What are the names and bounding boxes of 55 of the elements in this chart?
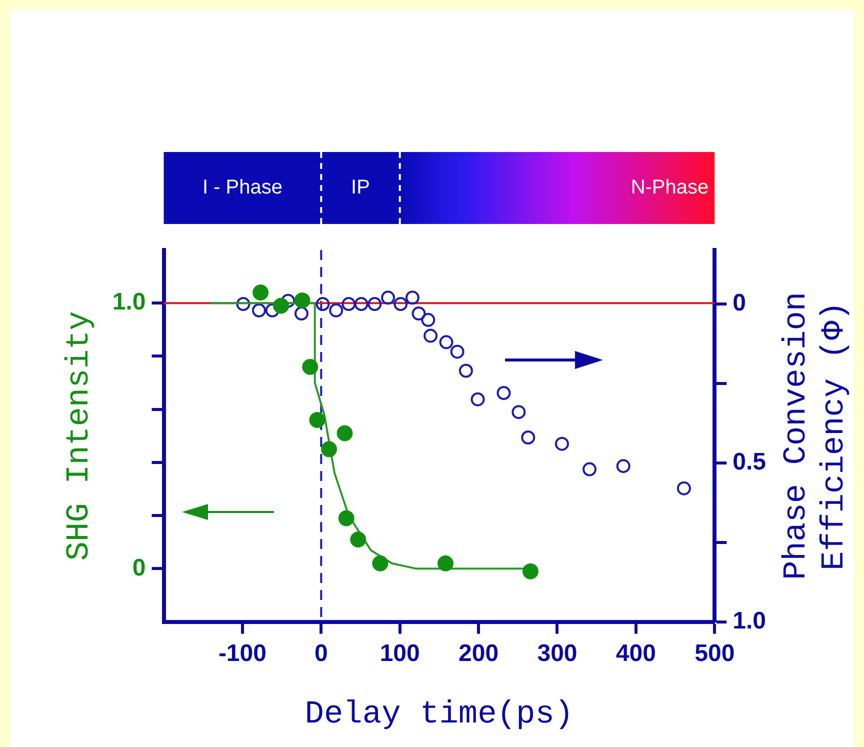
point: [309, 412, 326, 428]
x-tick-label: 300: [537, 640, 578, 667]
point: [265, 303, 280, 318]
point: [554, 436, 569, 451]
point: [381, 290, 396, 305]
y2-tick-label: 0: [732, 290, 746, 317]
point: [582, 462, 597, 476]
point: [302, 358, 318, 375]
point: [236, 297, 250, 312]
point: [421, 312, 436, 327]
point: [405, 290, 420, 305]
point: [458, 364, 473, 378]
point: [252, 303, 266, 318]
point: [439, 335, 454, 350]
x-tick-label: 100: [380, 640, 420, 667]
x-tick-label: 400: [616, 640, 656, 667]
point: [394, 297, 408, 312]
y-axis-title: SHG Intensity: [60, 311, 98, 561]
series-label: N-Phase: [630, 176, 709, 199]
point: [372, 555, 388, 572]
point: [350, 531, 366, 548]
point: [338, 510, 354, 526]
point: [437, 555, 454, 572]
x-tick-label: 200: [458, 640, 499, 667]
point: [336, 425, 353, 442]
point: [252, 284, 269, 300]
x-tick-label: 0: [314, 640, 328, 667]
point: [342, 297, 356, 312]
series-label: I - Phase: [202, 176, 282, 199]
point: [294, 306, 308, 321]
point: [316, 297, 330, 312]
point: [412, 306, 426, 321]
x-axis-title: Delay time(ps): [304, 695, 574, 732]
point: [676, 481, 691, 496]
y2-tick-label: 1.0: [732, 607, 766, 634]
x-tick-label: -100: [218, 640, 266, 667]
x-tick-label: 500: [694, 640, 735, 667]
point: [450, 344, 464, 359]
y2-tick-label: 0.5: [732, 448, 766, 476]
point: [424, 328, 438, 343]
point: [294, 292, 310, 308]
point: [368, 297, 382, 312]
series-label: IP: [351, 176, 370, 199]
point: [321, 441, 338, 458]
point: [354, 297, 368, 312]
point: [281, 294, 296, 308]
point: [521, 430, 536, 444]
point: [329, 303, 344, 318]
point: [496, 386, 511, 400]
point: [273, 298, 290, 314]
y2-axis-title: Phase Convesion Efficiency (Φ): [777, 292, 852, 580]
point: [470, 392, 485, 406]
point: [522, 563, 538, 580]
point: [512, 405, 526, 420]
point: [616, 459, 630, 474]
